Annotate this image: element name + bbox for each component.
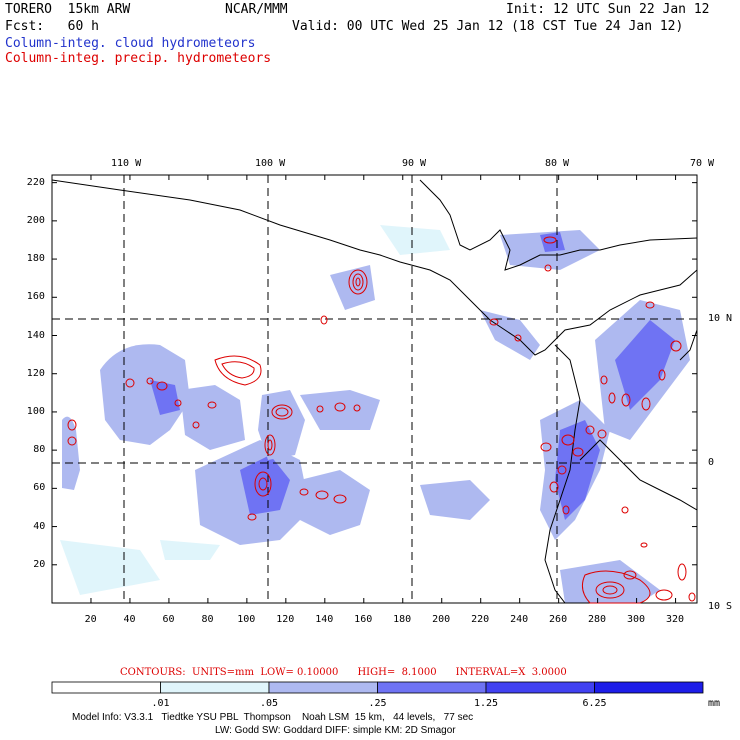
y-tick-label: 180	[26, 253, 45, 265]
cloud-field	[60, 225, 690, 603]
colorbar-label: 6.25	[582, 698, 607, 709]
y-tick-label: 160	[26, 291, 45, 303]
colorbar-swatch	[594, 681, 704, 694]
lat-label: 10 N	[708, 313, 733, 324]
colorbar-swatch	[268, 681, 378, 694]
init-time: Init: 12 UTC Sun 22 Jan 12	[506, 2, 710, 17]
y-tick-label: 100	[26, 405, 45, 417]
lon-label: 80 W	[545, 158, 570, 169]
colorbar-swatch	[160, 681, 270, 694]
lat-label: 10 S	[708, 601, 733, 612]
map-frame	[51, 174, 698, 604]
cloud-field-title: Column-integ. cloud hydrometeors	[5, 36, 256, 51]
y-tick-label: 60	[33, 482, 46, 494]
x-tick-label: 280	[588, 614, 607, 625]
x-tick-label: 180	[393, 614, 412, 625]
colorbar-label: .01	[151, 698, 170, 709]
x-tick-label: 80	[201, 614, 214, 625]
lat-label: 0	[708, 457, 715, 468]
colorbar-label: 1.25	[473, 698, 499, 709]
precip-contours	[67, 236, 696, 604]
lon-label: 70 W	[690, 158, 715, 169]
x-tick-label: 120	[276, 614, 295, 625]
colorbar-label: mm	[707, 698, 721, 709]
x-tick-label: 220	[471, 614, 490, 625]
x-tick-label: 260	[549, 614, 568, 625]
x-tick-label: 60	[162, 614, 175, 625]
y-tick-label: 80	[33, 444, 46, 456]
org-name: NCAR/MMM	[225, 2, 288, 17]
colorbar	[51, 681, 704, 694]
x-tick-label: 240	[510, 614, 529, 625]
lon-label: 110 W	[111, 158, 142, 169]
coastline	[52, 179, 697, 603]
x-tick-label: 40	[123, 614, 136, 625]
contour-info: CONTOURS: UNITS=mm LOW= 0.10000 HIGH= 8.…	[120, 667, 567, 678]
precip-field-title: Column-integ. precip. hydrometeors	[5, 51, 272, 66]
y-tick-label: 120	[26, 367, 45, 379]
x-tick-label: 300	[626, 614, 646, 625]
x-tick-label: 100	[237, 614, 256, 625]
x-tick-label: 200	[432, 614, 451, 625]
lon-label: 90 W	[402, 158, 427, 169]
colorbar-swatch	[485, 681, 595, 694]
y-tick-label: 200	[26, 214, 45, 226]
latlon-grid	[52, 175, 697, 603]
valid-time: Valid: 00 UTC Wed 25 Jan 12 (18 CST Tue …	[292, 19, 684, 34]
colorbar-label: .25	[368, 698, 387, 709]
forecast-hour: Fcst: 60 h	[5, 19, 99, 34]
y-tick-label: 40	[33, 520, 46, 532]
lon-label: 100 W	[255, 158, 286, 169]
y-tick-label: 140	[26, 329, 45, 341]
y-tick-label: 220	[26, 176, 45, 188]
colorbar-label: .05	[259, 698, 279, 709]
colorbar-swatch	[377, 681, 487, 694]
x-tick-label: 20	[84, 614, 97, 625]
x-tick-label: 140	[315, 614, 334, 625]
y-tick-label: 20	[33, 558, 46, 570]
model-info: Model Info: V3.3.1 Tiedtke YSU PBL Thomp…	[72, 712, 474, 723]
physics-info: LW: Godd SW: Goddard DIFF: simple KM: 2D…	[215, 725, 456, 736]
model-name: TORERO 15km ARW	[5, 2, 131, 17]
colorbar-swatch	[51, 681, 161, 694]
x-tick-label: 160	[354, 614, 373, 625]
x-tick-label: 320	[665, 614, 685, 625]
